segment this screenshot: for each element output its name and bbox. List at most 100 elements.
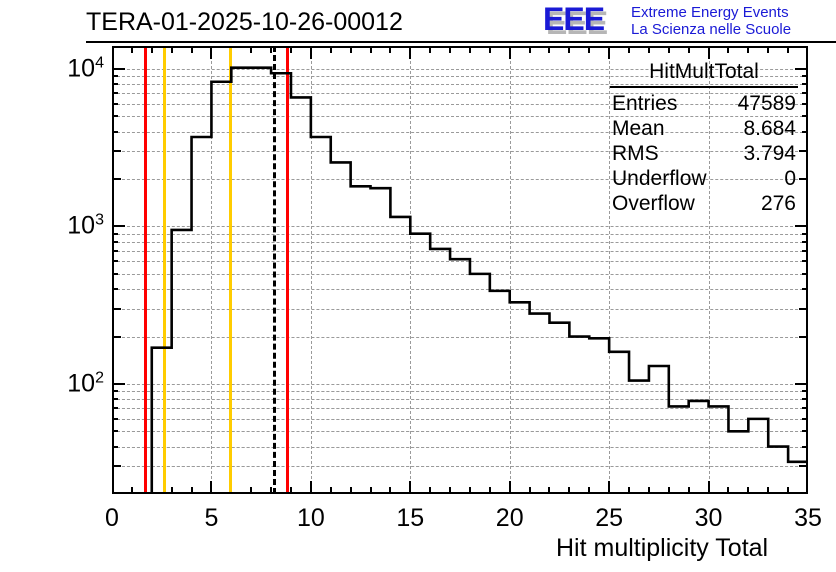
grid-line-horizontal bbox=[112, 84, 808, 86]
x-axis-minor-tick bbox=[747, 487, 750, 494]
x-axis-top-tick bbox=[190, 46, 193, 53]
x-axis-top-tick bbox=[389, 46, 392, 53]
x-axis-major-tick bbox=[210, 481, 213, 494]
y-axis-right-tick bbox=[799, 150, 808, 153]
y-axis-right-tick bbox=[795, 225, 808, 228]
x-axis-top-tick bbox=[289, 46, 292, 53]
y-axis-minor-tick bbox=[112, 390, 118, 393]
y-axis-minor-tick bbox=[112, 288, 118, 291]
grid-line-horizontal bbox=[112, 250, 808, 252]
x-axis-top-tick bbox=[329, 46, 332, 53]
y-axis-minor-tick bbox=[112, 335, 121, 338]
x-axis-minor-tick bbox=[349, 487, 352, 494]
stats-divider bbox=[610, 86, 798, 88]
x-axis-top-tick bbox=[130, 46, 133, 53]
x-axis-minor-tick bbox=[270, 487, 273, 494]
x-axis-top-tick bbox=[409, 46, 412, 59]
x-axis-minor-tick bbox=[130, 487, 133, 494]
page-title: TERA-01-2025-10-26-00012 bbox=[86, 8, 403, 36]
y-axis-tick-label: 104 bbox=[67, 54, 104, 83]
grid-line-horizontal bbox=[112, 446, 808, 448]
x-axis-top-tick bbox=[210, 46, 213, 59]
y-axis-right-tick bbox=[802, 445, 808, 448]
y-axis-right-tick bbox=[795, 382, 808, 385]
stats-row-key: RMS bbox=[612, 142, 659, 165]
x-axis-top-tick bbox=[667, 46, 670, 53]
eee-logo-line1: Extreme Energy Events bbox=[631, 4, 789, 21]
y-axis-right-tick bbox=[802, 115, 808, 118]
x-axis-top-tick bbox=[787, 46, 790, 53]
grid-line-horizontal bbox=[112, 383, 808, 385]
grid-line-horizontal bbox=[112, 179, 808, 181]
stats-row-key: Mean bbox=[612, 117, 665, 140]
grid-line-horizontal bbox=[112, 151, 808, 153]
y-axis-minor-tick bbox=[112, 260, 118, 263]
y-axis-minor-tick bbox=[112, 115, 118, 118]
x-axis-top-tick bbox=[449, 46, 452, 53]
x-axis-minor-tick bbox=[389, 487, 392, 494]
x-axis-tick-label: 10 bbox=[296, 504, 325, 532]
x-axis-top-tick bbox=[508, 46, 511, 59]
x-axis-minor-tick bbox=[429, 487, 432, 494]
plot-area bbox=[112, 46, 808, 494]
stats-row: RMS 3.794 bbox=[608, 142, 800, 167]
y-axis-right-tick bbox=[802, 430, 808, 433]
y-axis-right-tick bbox=[802, 130, 808, 133]
x-axis-top-tick bbox=[767, 46, 770, 53]
y-axis-right-tick bbox=[802, 390, 808, 393]
y-axis-minor-tick bbox=[112, 445, 118, 448]
y-axis-minor-tick bbox=[112, 465, 121, 468]
x-axis-minor-tick bbox=[468, 487, 471, 494]
x-axis-top-tick bbox=[349, 46, 352, 53]
x-axis-minor-tick bbox=[588, 487, 591, 494]
eee-logo-line2: La Scienza nelle Scuole bbox=[631, 21, 792, 38]
grid-line-horizontal bbox=[112, 233, 808, 235]
x-axis-minor-tick bbox=[667, 487, 670, 494]
y-axis-minor-tick bbox=[112, 232, 118, 235]
y-axis-right-tick bbox=[802, 407, 808, 410]
grid-line-vertical bbox=[509, 46, 511, 494]
x-axis-top-tick bbox=[270, 46, 273, 53]
stats-title: HitMultTotal bbox=[649, 60, 759, 83]
stats-row: Mean 8.684 bbox=[608, 117, 800, 142]
y-axis-right-tick bbox=[802, 83, 808, 86]
y-axis-right-tick bbox=[802, 75, 808, 78]
x-axis-top-tick bbox=[468, 46, 471, 53]
y-axis-right-tick bbox=[799, 335, 808, 338]
stats-row-value: 0 bbox=[784, 167, 796, 190]
grid-line-horizontal bbox=[112, 116, 808, 118]
y-axis-right-tick bbox=[799, 307, 808, 310]
x-axis-minor-tick bbox=[488, 487, 491, 494]
stats-box: HitMultTotal Entries 47589 Mean 8.684 RMS 3.7… bbox=[608, 60, 800, 215]
x-axis-top-tick bbox=[647, 46, 650, 53]
x-axis-minor-tick bbox=[727, 487, 730, 494]
x-axis-minor-tick bbox=[687, 487, 690, 494]
stats-row-value: 47589 bbox=[737, 92, 796, 115]
threshold-marker-line bbox=[229, 46, 233, 494]
grid-line-horizontal bbox=[112, 69, 808, 70]
y-axis-right-tick bbox=[802, 92, 808, 95]
y-axis-minor-tick bbox=[112, 75, 118, 78]
y-axis-minor-tick bbox=[112, 178, 121, 181]
grid-line-horizontal bbox=[112, 391, 808, 393]
y-axis-right-tick bbox=[802, 398, 808, 401]
y-axis-tick-label: 103 bbox=[67, 211, 104, 241]
histogram-curve bbox=[150, 66, 808, 494]
grid-line-horizontal bbox=[112, 431, 808, 433]
y-axis-right-tick bbox=[802, 417, 808, 420]
stats-row: Overflow 276 bbox=[608, 192, 800, 217]
threshold-marker-line bbox=[162, 46, 166, 494]
grid-line-horizontal bbox=[112, 466, 808, 468]
x-axis-top-tick bbox=[608, 46, 611, 59]
stats-row-value: 276 bbox=[760, 192, 796, 215]
stats-row-key: Underflow bbox=[612, 167, 707, 190]
y-axis-major-tick bbox=[112, 225, 125, 228]
histogram-step-path bbox=[150, 66, 808, 494]
grid-line-horizontal bbox=[112, 261, 808, 263]
y-axis-right-tick bbox=[802, 249, 808, 252]
grid-line-horizontal bbox=[112, 408, 808, 410]
threshold-marker-line bbox=[143, 46, 147, 494]
grid-line-horizontal bbox=[112, 418, 808, 420]
grid-line-horizontal bbox=[112, 308, 808, 310]
x-axis-top-tick bbox=[170, 46, 173, 53]
